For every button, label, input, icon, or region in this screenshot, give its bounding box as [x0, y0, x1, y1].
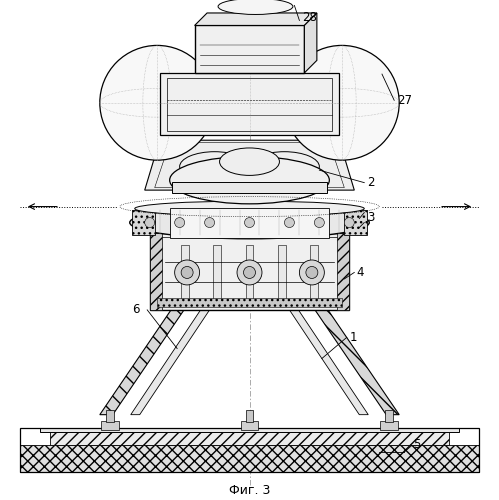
Circle shape: [314, 218, 324, 228]
Bar: [20, 428, 479, 472]
Bar: [167, 78, 332, 131]
Polygon shape: [145, 140, 354, 190]
Bar: [278, 245, 286, 302]
Text: 27: 27: [397, 94, 412, 107]
Circle shape: [205, 218, 215, 228]
Circle shape: [175, 218, 185, 228]
Text: 3: 3: [367, 211, 374, 224]
Bar: [157, 298, 342, 308]
Bar: [241, 420, 258, 430]
Ellipse shape: [130, 206, 369, 239]
Polygon shape: [131, 302, 215, 414]
Text: Фиг. 3: Фиг. 3: [229, 484, 270, 497]
Text: 28: 28: [302, 12, 317, 24]
Bar: [310, 245, 318, 302]
Ellipse shape: [170, 156, 329, 204]
Bar: [195, 26, 304, 73]
Bar: [150, 232, 349, 310]
Bar: [246, 245, 253, 302]
Ellipse shape: [218, 0, 293, 14]
Bar: [172, 182, 327, 192]
Text: 4: 4: [357, 266, 364, 279]
Circle shape: [181, 266, 193, 278]
Text: 5: 5: [413, 438, 421, 451]
Circle shape: [299, 260, 324, 285]
Circle shape: [245, 218, 254, 228]
Bar: [132, 210, 155, 235]
Bar: [160, 73, 339, 135]
Text: 2: 2: [367, 176, 374, 189]
Ellipse shape: [180, 152, 250, 182]
Ellipse shape: [220, 148, 279, 176]
Bar: [213, 245, 221, 302]
Bar: [337, 232, 349, 310]
Bar: [20, 444, 479, 472]
Bar: [101, 420, 119, 430]
Polygon shape: [284, 302, 368, 414]
Circle shape: [145, 218, 155, 228]
Ellipse shape: [250, 152, 319, 182]
Bar: [380, 420, 398, 430]
Polygon shape: [304, 13, 317, 73]
Bar: [157, 236, 342, 304]
Circle shape: [344, 218, 354, 228]
Bar: [170, 208, 329, 238]
Bar: [246, 410, 253, 422]
Text: 1: 1: [349, 331, 357, 344]
Circle shape: [175, 260, 200, 285]
Text: 6: 6: [132, 304, 140, 316]
Polygon shape: [310, 302, 399, 414]
Circle shape: [244, 266, 255, 278]
Bar: [40, 428, 459, 432]
Circle shape: [306, 266, 318, 278]
Bar: [50, 432, 449, 444]
Polygon shape: [100, 302, 189, 414]
Bar: [385, 410, 393, 422]
Circle shape: [237, 260, 262, 285]
Polygon shape: [195, 13, 317, 26]
Ellipse shape: [135, 201, 364, 216]
Bar: [344, 210, 367, 235]
Circle shape: [100, 46, 215, 160]
Bar: [181, 245, 189, 302]
Circle shape: [284, 218, 294, 228]
Bar: [150, 232, 162, 310]
Circle shape: [284, 46, 399, 160]
Bar: [106, 410, 114, 422]
